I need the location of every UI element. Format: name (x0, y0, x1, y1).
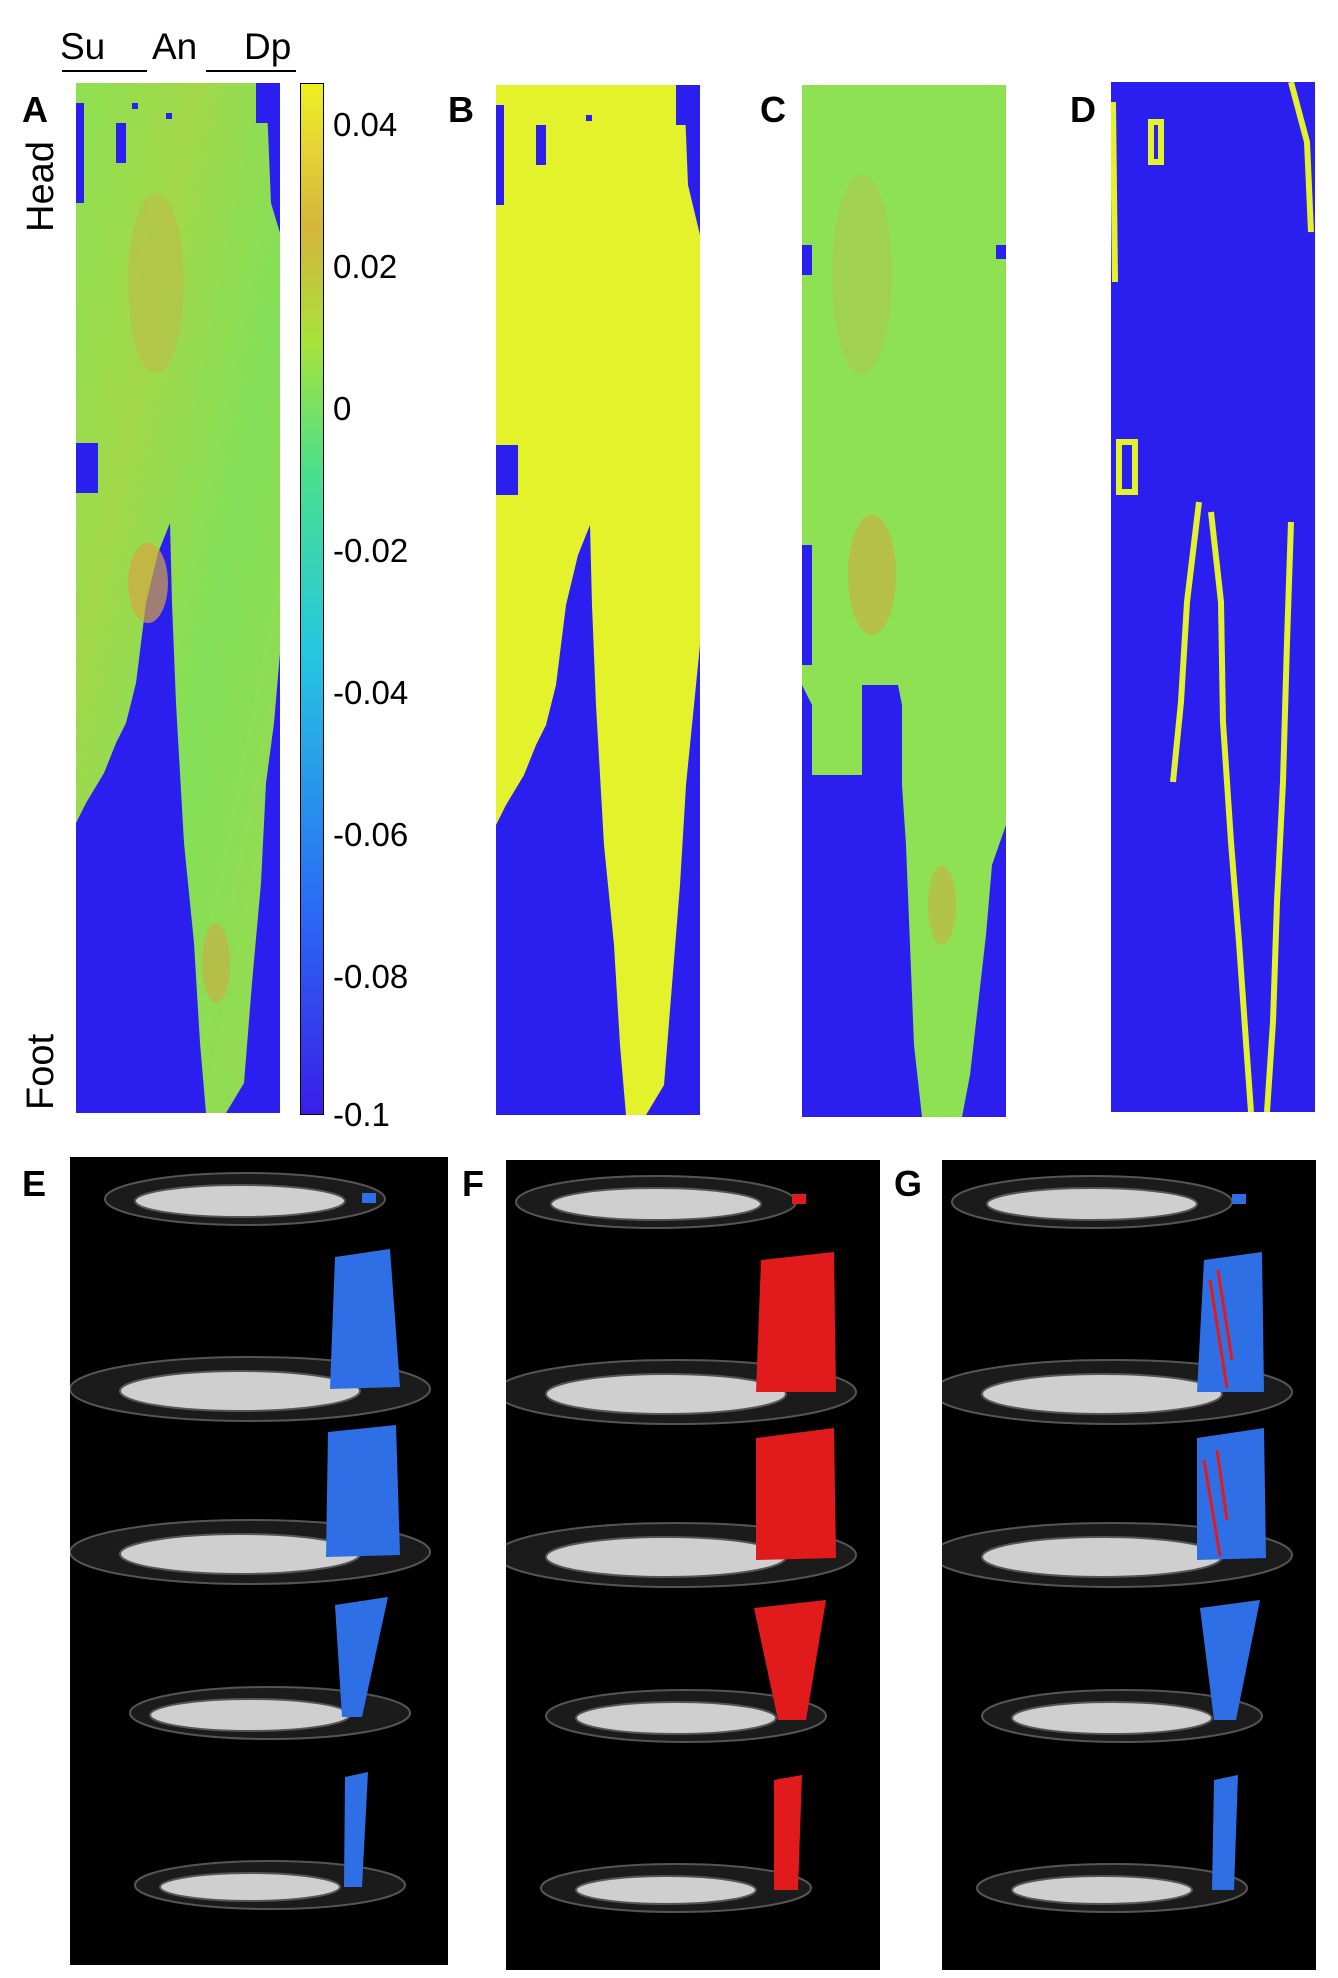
boundary-map-d (1111, 82, 1315, 1112)
binary-map-b (496, 85, 700, 1115)
label-deep: Dp (244, 26, 292, 67)
tractography-render-f (506, 1160, 880, 1970)
foot-label: Foot (20, 1033, 62, 1110)
head-label: Head (20, 141, 62, 232)
colorbar (300, 83, 324, 1115)
panel-label-f: F (462, 1163, 484, 1204)
column-underline-su (62, 70, 147, 72)
panel-label-g: G (894, 1163, 923, 1204)
panel-label-a: A (22, 89, 48, 130)
tractography-render-g (942, 1160, 1316, 1970)
colorbar-tick: 0.04 (333, 106, 398, 143)
panel-label-b: B (448, 89, 474, 130)
tractography-render-e (70, 1157, 448, 1965)
label-superficial: Su (60, 26, 106, 67)
strain-map-a (76, 83, 280, 1113)
colorbar-tick: -0.06 (333, 816, 409, 853)
panel-label-d: D (1070, 89, 1096, 130)
colorbar-tick: -0.1 (333, 1096, 390, 1133)
colorbar-tick: -0.08 (333, 958, 409, 995)
colorbar-tick: -0.02 (333, 532, 409, 569)
colorbar-tick: 0.02 (333, 248, 398, 285)
panel-label-e: E (22, 1163, 47, 1204)
column-underline-dp (206, 70, 296, 72)
panel-label-c: C (760, 89, 786, 130)
colorbar-tick: 0 (333, 390, 352, 427)
strain-map-c (802, 85, 1006, 1117)
label-anterior: An (152, 26, 198, 67)
colorbar-tick: -0.04 (333, 674, 409, 711)
